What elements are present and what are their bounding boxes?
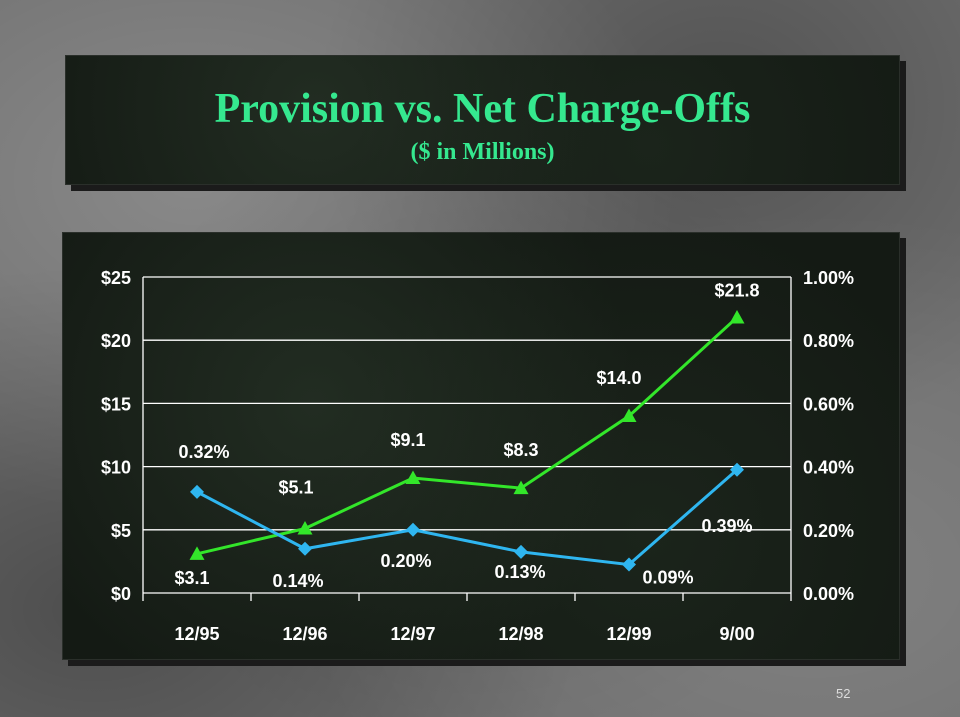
y-right-tick-label: 1.00% <box>803 268 854 288</box>
charge-off-point <box>298 541 312 556</box>
y-right-tick-label: 0.60% <box>803 394 854 414</box>
provision-point <box>729 309 745 324</box>
provision-point <box>513 480 529 495</box>
y-left-tick-label: $0 <box>111 584 131 604</box>
chart-subtitle: ($ in Millions) <box>410 139 555 165</box>
charge-off-data-label: 0.09% <box>642 568 693 588</box>
legend-provision-label: Provision <box>309 658 393 660</box>
provision-data-label: $14.0 <box>596 368 641 388</box>
line-chart: $0 0.00% $5 0.20% $10 0.40% $15 0.60% $20 0.80% $2… <box>101 268 854 660</box>
x-tick-label: 12/96 <box>282 624 327 644</box>
y-left-tick-label: $15 <box>101 394 131 414</box>
charge-off-data-label: 0.20% <box>380 551 431 571</box>
charge-off-point <box>730 462 744 477</box>
provision-point <box>621 408 637 423</box>
charge-off-point <box>190 484 204 499</box>
page-number: 52 <box>836 686 851 701</box>
y-left-tick-label: $20 <box>101 331 131 351</box>
y-left-tick-label: $10 <box>101 458 131 478</box>
charge-off-data-label: 0.39% <box>701 516 752 536</box>
provision-data-label: $3.1 <box>174 568 209 588</box>
y-left-tick-label: $5 <box>111 521 131 541</box>
provision-point <box>297 521 313 535</box>
charge-off-data-label: 0.32% <box>178 442 229 462</box>
x-tick-label: 9/00 <box>719 624 754 644</box>
provision-data-label: $8.3 <box>503 440 538 460</box>
x-tick-label: 12/98 <box>498 624 543 644</box>
provision-point <box>189 546 205 560</box>
charge-off-line <box>196 468 738 567</box>
charge-off-point <box>622 557 636 572</box>
provision-line <box>196 316 739 556</box>
chart-title: Provision vs. Net Charge-Offs <box>214 86 751 132</box>
y-right-tick-label: 0.80% <box>803 331 854 351</box>
provision-data-label: $21.8 <box>714 280 759 300</box>
charge-off-data-label: 0.13% <box>494 562 545 582</box>
y-right-tick-label: 0.20% <box>803 521 854 541</box>
charge-off-point <box>406 522 420 537</box>
y-left-tick-label: $25 <box>101 268 131 288</box>
provision-data-label: $9.1 <box>390 430 425 450</box>
provision-point <box>405 470 421 484</box>
y-right-tick-label: 0.40% <box>803 458 854 478</box>
legend-charge-off-label: Charge-Off Percentage <box>451 658 654 660</box>
charge-off-data-label: 0.14% <box>272 571 323 591</box>
x-tick-label: 12/95 <box>174 624 219 644</box>
x-tick-label: 12/99 <box>606 624 651 644</box>
charge-off-point <box>514 544 528 559</box>
x-tick-label: 12/97 <box>390 624 435 644</box>
provision-data-label: $5.1 <box>278 478 313 498</box>
chart-panel: $0 0.00% $5 0.20% $10 0.40% $15 0.60% $20 0.80% $2… <box>62 232 900 660</box>
y-right-tick-label: 0.00% <box>803 584 854 604</box>
title-panel: Provision vs. Net Charge-Offs ($ in Mill… <box>65 55 900 185</box>
